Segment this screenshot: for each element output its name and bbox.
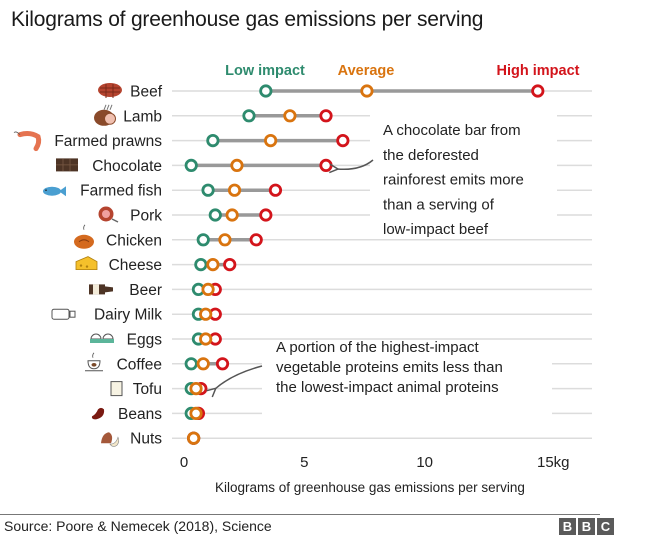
high-point [268, 183, 283, 197]
tofu-icon [110, 381, 123, 397]
x-tick-label: 5 [300, 454, 308, 471]
legend-item: Low impact [225, 63, 305, 79]
cheese-icon [75, 256, 98, 271]
avg-point [187, 431, 201, 445]
nuts-icon [101, 432, 120, 447]
fish-icon [43, 186, 66, 197]
avg-point [227, 183, 242, 197]
avg-point [283, 109, 297, 123]
bbc-logo: B B C [559, 518, 614, 535]
category-label: Farmed fish [80, 183, 162, 200]
annotation-line: rainforest emits more [383, 172, 524, 189]
bbc-logo-letter: C [597, 518, 614, 535]
low-point [184, 357, 198, 371]
category-label: Dairy Milk [94, 307, 162, 324]
category-label: Tofu [133, 381, 162, 398]
low-point [196, 233, 210, 247]
x-tick-label: 10 [416, 454, 433, 471]
x-axis-title: Kilograms of greenhouse gas emissions pe… [215, 480, 525, 495]
annotation-line: the lowest-impact animal proteins [276, 379, 499, 396]
legend-item: High impact [497, 63, 580, 79]
coffee-icon [85, 352, 103, 372]
low-point [206, 134, 220, 148]
chocolate-icon [56, 158, 78, 172]
category-label: Beef [130, 84, 163, 101]
category-label: Lamb [123, 108, 162, 125]
chicken-icon [74, 224, 94, 249]
chart-rows: Beef Lamb Farmed prawns Chocolate Farmed fis… [54, 84, 545, 448]
avg-point [189, 406, 203, 420]
category-label: Cheese [109, 257, 162, 274]
low-point [259, 84, 273, 98]
avg-point [230, 158, 244, 172]
annotation-line: than a serving of [383, 196, 495, 213]
annotation-text: A chocolate bar from the deforested rainfo… [383, 122, 524, 238]
beef-icon [98, 83, 122, 98]
low-point [184, 158, 198, 172]
low-point [201, 183, 215, 197]
high-point [259, 208, 273, 222]
high-point [319, 109, 333, 123]
annotation-arrow [337, 159, 374, 169]
high-point [223, 257, 237, 272]
x-axis: 0 5 10 15kg Kilograms of greenhouse gas emis… [180, 454, 570, 495]
annotation-line: A chocolate bar from [383, 122, 521, 139]
category-icons [13, 83, 123, 447]
category-label: Chicken [106, 232, 162, 249]
source-note: Source: Poore & Nemecek (2018), Science [4, 518, 272, 534]
annotations: A chocolate bar from the deforested rainfo… [215, 122, 524, 396]
dumbbell-chart: Low impact Average High impact Beef Lamb Far… [13, 63, 592, 495]
bbc-logo-letter: B [559, 518, 576, 535]
low-point [194, 257, 208, 272]
category-label: Eggs [127, 332, 163, 349]
annotation-line: A portion of the highest-impact [276, 339, 479, 356]
high-point [531, 84, 545, 98]
category-label: Beans [118, 406, 162, 423]
eggs-icon [90, 333, 114, 343]
avg-point [206, 257, 220, 272]
annotation-line: low-impact beef [383, 221, 489, 238]
lamb-icon [94, 104, 116, 126]
x-tick-label: 0 [180, 454, 188, 471]
beans-icon [91, 407, 105, 420]
avg-point [189, 381, 203, 396]
legend: Low impact Average High impact [225, 63, 580, 79]
milk-icon [51, 308, 76, 320]
avg-point [264, 134, 278, 148]
annotation-line: vegetable proteins emits less than [276, 359, 503, 376]
beer-icon [89, 284, 113, 295]
avg-point [218, 233, 232, 247]
avg-point [360, 84, 374, 98]
annotation-arrow [215, 365, 263, 389]
high-point [336, 134, 350, 148]
chart-title: Kilograms of greenhouse gas emissions pe… [11, 8, 484, 31]
avg-point [199, 307, 213, 321]
x-tick-label: 15kg [537, 454, 570, 471]
category-label: Coffee [117, 356, 162, 373]
avg-point [196, 357, 210, 371]
avg-point [199, 332, 213, 346]
category-label: Pork [130, 208, 162, 225]
high-point [215, 357, 230, 371]
annotation-line: the deforested [383, 147, 479, 164]
high-point [319, 158, 333, 172]
footer-divider [0, 514, 600, 515]
low-point [208, 208, 222, 222]
category-label: Beer [129, 282, 162, 299]
category-label: Chocolate [92, 158, 162, 175]
category-label: Farmed prawns [54, 133, 162, 150]
annotation-text: A portion of the highest-impact vegetable… [276, 339, 503, 396]
avg-point [201, 282, 215, 296]
bbc-logo-letter: B [578, 518, 595, 535]
high-point [249, 233, 263, 247]
pork-icon [98, 206, 119, 223]
prawn-icon [13, 130, 42, 152]
category-label: Nuts [130, 431, 162, 448]
legend-item: Average [338, 63, 395, 79]
avg-point [225, 208, 239, 222]
low-point [242, 109, 256, 123]
